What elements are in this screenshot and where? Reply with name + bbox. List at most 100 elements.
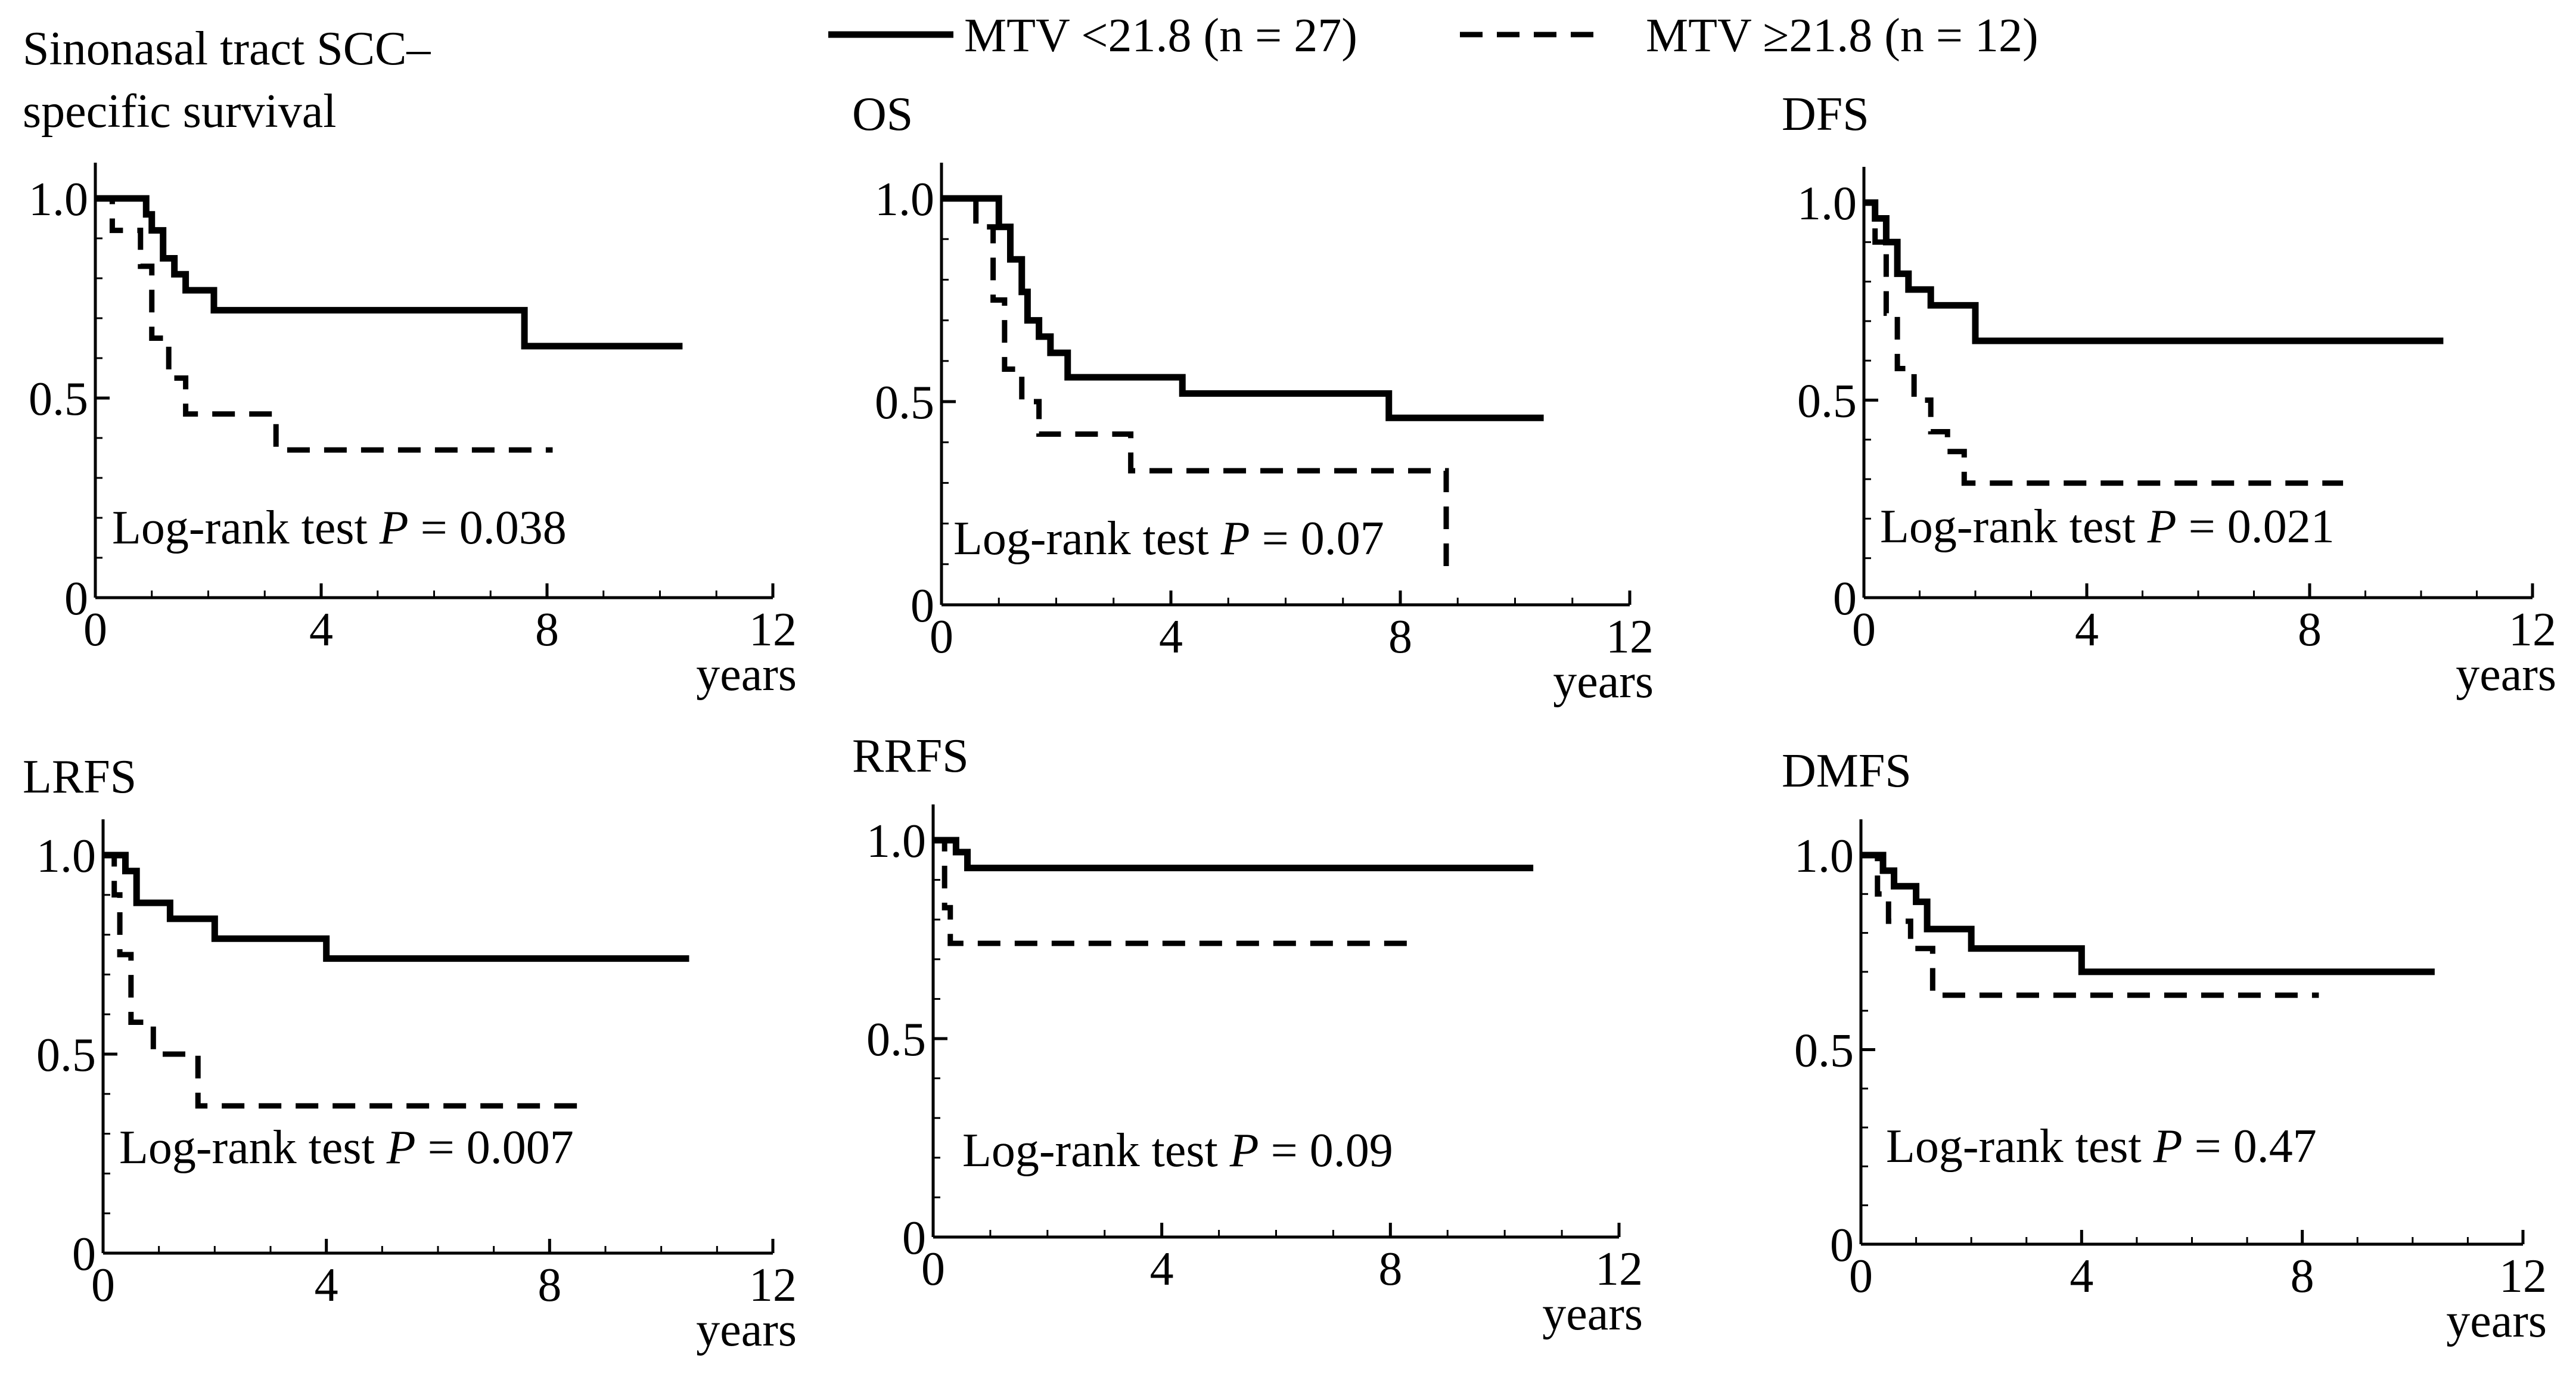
x-tick-label: 0 <box>91 1259 115 1312</box>
panel-title: DMFS <box>1782 745 1912 797</box>
km-curve-solid <box>1864 199 2444 344</box>
y-tick-label: 0 <box>64 573 88 625</box>
logrank-annotation: Log-rank test P = 0.09 <box>962 1124 1393 1177</box>
y-tick-label: 0 <box>72 1228 96 1281</box>
p-symbol: P <box>2147 501 2177 553</box>
x-tick-label: 4 <box>315 1259 338 1312</box>
y-tick-label: 0.5 <box>866 1014 926 1066</box>
p-symbol: P <box>2153 1120 2183 1173</box>
x-tick-label: 12 <box>2499 1250 2547 1303</box>
logrank-label: Log-rank test <box>119 1121 387 1174</box>
y-tick-label: 0 <box>902 1212 926 1264</box>
km-curve-solid <box>933 837 1534 872</box>
logrank-annotation: Log-rank test P = 0.038 <box>112 502 567 554</box>
y-tick-label: 1.0 <box>875 173 934 226</box>
legend-solid-label: MTV <21.8 (n = 27) <box>964 10 1357 62</box>
y-tick-label: 0.5 <box>1797 375 1857 428</box>
x-axis-label: years <box>696 1304 797 1356</box>
panel-1: Sinonasal tract SCC– specific survival 0 4 8… <box>23 23 797 701</box>
x-tick-label: 4 <box>2075 604 2099 656</box>
y-tick-label: 1.0 <box>29 173 88 226</box>
x-tick-label: 0 <box>930 611 953 663</box>
panel-title: Sinonasal tract SCC– <box>23 23 431 75</box>
logrank-annotation: Log-rank test P = 0.47 <box>1886 1120 2317 1173</box>
y-tick-label: 0 <box>911 580 934 632</box>
panel-2: OS 0 4 8 12 0 0.5 1.0 years Log-rank test P = 0.0… <box>852 88 1654 708</box>
km-curve-dashed <box>1864 200 2344 486</box>
x-tick-label: 12 <box>1595 1243 1643 1295</box>
x-tick-label: 12 <box>1606 611 1654 663</box>
x-axis-label: years <box>1553 655 1654 708</box>
panel-title: DFS <box>1782 88 1869 141</box>
legend-dashed-label: MTV ≥21.8 (n = 12) <box>1646 10 2039 62</box>
logrank-label: Log-rank test <box>112 502 380 554</box>
x-axis-label: years <box>2446 1295 2547 1347</box>
logrank-label: Log-rank test <box>953 512 1221 565</box>
logrank-annotation: Log-rank test P = 0.021 <box>1880 501 2335 553</box>
panel-title: RRFS <box>852 730 969 782</box>
panel-5: RRFS 0 4 8 12 0 0.5 1.0 years Log-rank test P = 0… <box>852 730 1643 1340</box>
x-tick-label: 8 <box>2291 1250 2314 1303</box>
x-tick-label: 8 <box>537 1259 561 1312</box>
legend: MTV <21.8 (n = 27) MTV ≥21.8 (n = 12) <box>828 10 2039 62</box>
x-tick-label: 8 <box>535 604 559 656</box>
x-tick-label: 0 <box>921 1243 945 1295</box>
x-tick-label: 8 <box>1388 611 1412 663</box>
km-curve-solid <box>103 852 689 962</box>
y-tick-label: 0.5 <box>1794 1025 1854 1077</box>
panel-3: DFS 0 4 8 12 0 0.5 1.0 years Log-rank test P = 0.… <box>1782 88 2556 701</box>
x-axis-label: years <box>1542 1288 1643 1340</box>
y-tick-label: 0 <box>1833 573 1857 625</box>
p-symbol: P <box>386 1121 416 1174</box>
km-curve-dashed <box>933 837 1408 946</box>
x-tick-label: 0 <box>1852 604 1876 656</box>
km-curve-solid <box>1861 852 2435 975</box>
x-tick-label: 8 <box>2298 604 2322 656</box>
x-tick-label: 4 <box>309 604 333 656</box>
y-tick-label: 1.0 <box>1794 830 1854 883</box>
panels: Sinonasal tract SCC– specific survival 0 4 8… <box>23 23 2556 1356</box>
x-tick-label: 4 <box>2069 1250 2093 1303</box>
y-tick-label: 0.5 <box>29 373 88 425</box>
km-curve-solid <box>95 195 683 350</box>
x-tick-label: 4 <box>1150 1243 1174 1295</box>
panel-title: OS <box>852 88 913 141</box>
panel-title: LRFS <box>23 751 136 803</box>
x-tick-label: 12 <box>749 1259 797 1312</box>
logrank-annotation: Log-rank test P = 0.07 <box>953 512 1384 565</box>
x-tick-label: 8 <box>1378 1243 1402 1295</box>
x-tick-label: 0 <box>1849 1250 1873 1303</box>
panel-4: LRFS 0 4 8 12 0 0.5 1.0 years Log-rank test P = 0… <box>23 751 797 1356</box>
p-symbol: P <box>379 502 409 554</box>
x-tick-label: 4 <box>1159 611 1183 663</box>
p-symbol: P <box>1229 1124 1259 1177</box>
km-curve-dashed <box>941 195 1449 573</box>
x-axis-label: years <box>2456 648 2556 701</box>
p-value: = 0.038 <box>409 502 567 554</box>
km-curve-dashed <box>103 852 578 1109</box>
x-tick-label: 12 <box>749 604 797 656</box>
km-curve-dashed <box>95 195 553 453</box>
y-tick-label: 0.5 <box>36 1029 96 1082</box>
y-tick-label: 0.5 <box>875 377 934 429</box>
logrank-label: Log-rank test <box>962 1124 1230 1177</box>
x-tick-label: 12 <box>2509 604 2556 656</box>
logrank-label: Log-rank test <box>1880 501 2148 553</box>
panel-6: DMFS 0 4 8 12 0 0.5 1.0 years Log-rank test P = 0… <box>1782 745 2547 1347</box>
p-value: = 0.07 <box>1250 512 1384 565</box>
p-value: = 0.007 <box>416 1121 574 1174</box>
y-tick-label: 1.0 <box>36 830 96 883</box>
p-value: = 0.09 <box>1259 1124 1393 1177</box>
x-tick-label: 0 <box>83 604 107 656</box>
p-value: = 0.021 <box>2177 501 2335 553</box>
panel-title: specific survival <box>23 85 336 138</box>
logrank-annotation: Log-rank test P = 0.007 <box>119 1121 574 1174</box>
km-curve-solid <box>941 195 1544 421</box>
y-tick-label: 0 <box>1830 1219 1854 1272</box>
km-curve-dashed <box>1861 852 2319 998</box>
y-tick-label: 1.0 <box>866 815 926 868</box>
p-value: = 0.47 <box>2183 1120 2317 1173</box>
x-axis-label: years <box>696 648 797 701</box>
logrank-label: Log-rank test <box>1886 1120 2154 1173</box>
